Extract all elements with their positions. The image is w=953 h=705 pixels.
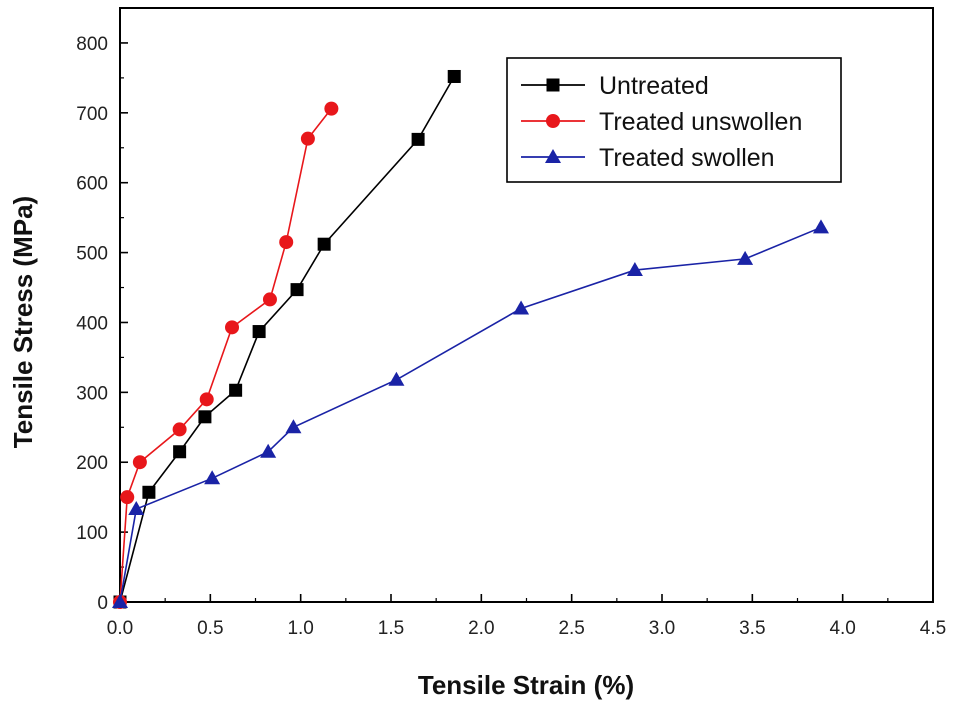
y-tick-label: 300 <box>76 383 108 404</box>
legend-item: Treated swollen <box>521 144 775 172</box>
series-untreated <box>113 69 461 609</box>
data-point <box>132 455 147 470</box>
x-axis-title: Tensile Strain (%) <box>418 670 634 700</box>
legend-box <box>506 57 842 183</box>
data-point <box>112 594 128 608</box>
x-tick-label: 4.0 <box>829 618 855 639</box>
x-tick-label: 2.5 <box>558 618 584 639</box>
data-point <box>199 392 214 407</box>
y-tick-label: 800 <box>76 34 108 55</box>
x-tick-label: 2.0 <box>468 618 494 639</box>
x-tick-label: 1.0 <box>287 618 313 639</box>
x-tick-label: 0.0 <box>107 618 133 639</box>
data-point <box>290 283 304 297</box>
legend-item: Untreated <box>521 72 709 100</box>
legend-label: Untreated <box>599 72 709 100</box>
data-point <box>812 219 829 234</box>
x-tick-label: 0.5 <box>197 618 223 639</box>
x-tick-label: 4.5 <box>920 618 946 639</box>
data-point <box>324 101 339 116</box>
data-point <box>279 235 294 250</box>
y-tick-label: 600 <box>76 174 108 195</box>
data-point <box>173 445 187 459</box>
data-point <box>128 501 145 516</box>
data-point <box>411 132 425 146</box>
legend-label: Treated unswollen <box>599 108 802 136</box>
data-point <box>225 320 240 335</box>
y-axis-title: Tensile Stress (MPa) <box>8 196 38 448</box>
series-line <box>119 76 455 603</box>
x-tick-label: 3.0 <box>649 618 675 639</box>
data-point <box>172 422 187 437</box>
legend-marker <box>546 114 560 128</box>
data-point <box>198 410 212 424</box>
series-treated-unswollen <box>113 101 339 609</box>
x-tick-label: 3.5 <box>739 618 765 639</box>
data-point <box>447 69 461 83</box>
data-point <box>388 371 405 386</box>
data-point <box>120 490 135 505</box>
data-point <box>626 262 643 277</box>
data-point <box>142 485 156 499</box>
data-point <box>285 419 302 434</box>
axis-ticks: 0.0 0.5 1.0 1.5 2.0 2.5 3.0 3.5 4.0 4.5 0 100 200 300… <box>76 7 946 639</box>
data-point <box>737 250 754 265</box>
data-point <box>317 237 331 251</box>
y-tick-label: 100 <box>76 523 108 544</box>
data-point <box>300 131 315 146</box>
y-tick-label: 400 <box>76 313 108 334</box>
data-point <box>252 325 266 339</box>
legend-item: Treated unswollen <box>521 108 802 136</box>
series-treated-swollen <box>112 219 829 608</box>
data-point <box>513 300 530 315</box>
data-point <box>204 470 221 485</box>
data-point <box>260 443 277 458</box>
legend: Untreated Treated unswollen Treated swolle… <box>506 57 842 183</box>
y-tick-label: 200 <box>76 453 108 474</box>
x-tick-label: 1.5 <box>378 618 404 639</box>
legend-marker <box>546 78 560 92</box>
series-line <box>119 108 333 603</box>
series-line <box>119 226 822 603</box>
y-tick-label: 0 <box>97 593 108 614</box>
y-tick-label: 700 <box>76 104 108 125</box>
data-point <box>262 292 277 307</box>
legend-label: Treated swollen <box>599 144 775 172</box>
y-tick-label: 500 <box>76 244 108 265</box>
data-series <box>112 69 829 609</box>
data-point <box>229 383 243 397</box>
legend-marker <box>545 149 561 163</box>
